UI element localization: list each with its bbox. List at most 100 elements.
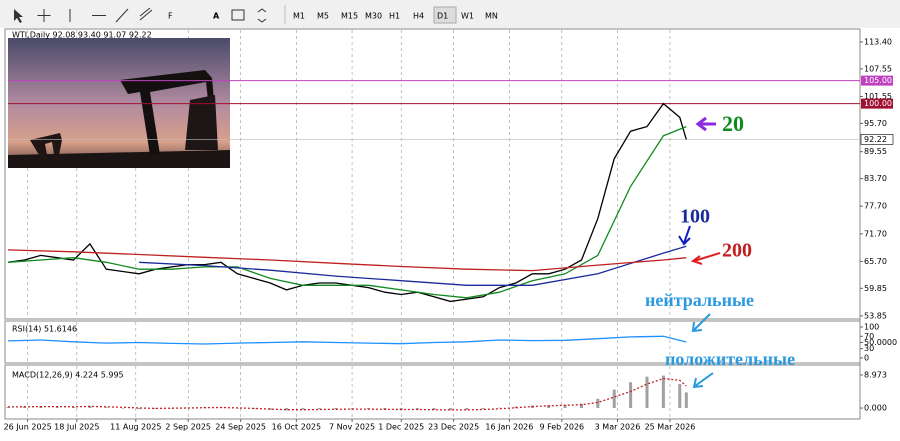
macd-annotation: положительные	[665, 349, 795, 369]
histogram-bar	[481, 408, 485, 410]
x-tick-label: 16 Jan 2026	[485, 423, 533, 432]
x-tick-label: 1 Dec 2025	[378, 423, 424, 432]
histogram-bar	[612, 389, 616, 409]
level-label: 100.00	[864, 99, 892, 108]
level-label: 105.00	[864, 76, 892, 85]
x-tick-label: 16 Oct 2025	[272, 423, 321, 432]
histogram-bar	[661, 375, 665, 409]
level-label-bg	[861, 98, 893, 109]
histogram-bar	[121, 408, 125, 409]
x-tick-label: 3 Mar 2026	[595, 423, 641, 432]
timeframe-button[interactable]: W1	[461, 12, 474, 21]
histogram-bar	[137, 408, 141, 410]
histogram-bar	[72, 406, 76, 409]
x-tick-label: 9 Feb 2026	[539, 423, 584, 432]
x-tick-label: 2 Sep 2025	[165, 423, 211, 432]
y-tick-label: 113.40	[864, 37, 892, 46]
photo-ground	[8, 150, 230, 168]
histogram-bar	[629, 382, 633, 409]
cursor-tool[interactable]	[14, 9, 23, 23]
pumpjack-small	[30, 133, 62, 160]
arrow-200	[690, 252, 721, 265]
x-tick-label: 26 Jun 2025	[4, 423, 52, 432]
histogram-bar	[6, 406, 10, 409]
x-tick-label: 11 Aug 2025	[110, 423, 161, 432]
histogram-bar	[596, 398, 600, 409]
y-tick-label: 8.973	[864, 370, 887, 379]
y-tick-label: 77.70	[864, 202, 887, 211]
histogram-bar	[579, 403, 583, 409]
histogram-bar	[285, 408, 289, 411]
y-tick-label: 70	[864, 332, 874, 341]
y-tick-label: 0	[864, 353, 869, 362]
histogram-bar	[104, 407, 108, 409]
timeframe-active	[433, 6, 457, 24]
macd-panel	[4, 364, 861, 420]
rsi-annotation: нейтральные	[645, 290, 754, 310]
y-tick-label: 30	[864, 344, 874, 353]
trendline-tool[interactable]	[115, 8, 129, 23]
series-line	[7, 249, 687, 272]
y-tick-label: 65.70	[864, 257, 887, 266]
timeframe-button[interactable]: M1	[293, 12, 305, 21]
histogram-bar	[334, 408, 338, 410]
grid	[27, 30, 863, 422]
pumpjack	[120, 70, 214, 155]
y-tick-label: 101.55	[864, 92, 892, 101]
y-tick-label: 71.70	[864, 229, 887, 238]
ma200-label: 200	[722, 240, 752, 262]
timeframe-button[interactable]: M30	[365, 12, 382, 21]
timeframe-button[interactable]: M15	[341, 12, 358, 21]
x-tick-label: 23 Dec 2025	[428, 423, 479, 432]
timeframe-button[interactable]: M5	[317, 12, 329, 21]
channel-tool[interactable]	[139, 7, 153, 21]
current-price-label: 92.22	[864, 135, 887, 144]
arrow-20	[695, 116, 716, 132]
label-tool[interactable]	[231, 9, 245, 21]
ma20-label: 20	[722, 111, 744, 136]
arrow-positive	[692, 372, 714, 389]
histogram-bar	[465, 408, 469, 410]
y-tick-label: 95.70	[864, 119, 887, 128]
x-tick-label: 7 Nov 2025	[329, 423, 375, 432]
derrick	[185, 95, 218, 150]
y-tick-label: 83.70	[864, 174, 887, 183]
level-label-bg	[861, 75, 893, 86]
arrows-tool[interactable]	[257, 8, 267, 23]
arrow-100	[678, 225, 691, 246]
timeframe-button[interactable]: D1	[437, 12, 448, 21]
series-line	[7, 377, 687, 411]
toolbar: F A M1 M5 M15 M30 H1 H4 D1 W1 MN	[0, 0, 900, 28]
y-tick-label: 0.000	[864, 404, 887, 413]
histogram-bar	[645, 376, 649, 409]
x-tick-label: 24 Sep 2025	[215, 423, 266, 432]
timeframe-button[interactable]: H4	[413, 12, 424, 21]
fib-tool[interactable]: F	[168, 12, 173, 21]
histogram-bar	[547, 405, 551, 409]
y-tick-label: 89.55	[864, 147, 887, 156]
y-tick-label: 100	[864, 322, 879, 331]
current-price-bg	[860, 134, 894, 145]
histogram-bar	[684, 392, 688, 409]
series-line	[139, 245, 687, 286]
histogram-bar	[301, 408, 305, 410]
timeframe-button[interactable]: H1	[389, 12, 400, 21]
arrow-neutral	[691, 313, 711, 333]
histogram-bar	[448, 408, 452, 411]
histogram-bar	[170, 408, 174, 409]
text-tool[interactable]: A	[213, 12, 220, 21]
plot	[6, 80, 860, 411]
chart-title: WTI,Daily 92.08 93.40 91.07 92.22	[12, 31, 152, 40]
series-line	[7, 125, 687, 299]
y-tick-label: 53.85	[864, 311, 887, 320]
histogram-bar	[432, 408, 436, 410]
timeframe-button[interactable]: MN	[485, 12, 498, 21]
y-tick-label: 59.85	[864, 284, 887, 293]
crosshair-tool[interactable]	[37, 9, 51, 22]
histogram-bar	[153, 408, 157, 409]
ma100-label: 100	[680, 206, 710, 228]
histogram-bar	[55, 406, 59, 409]
histogram-bar	[317, 408, 321, 410]
